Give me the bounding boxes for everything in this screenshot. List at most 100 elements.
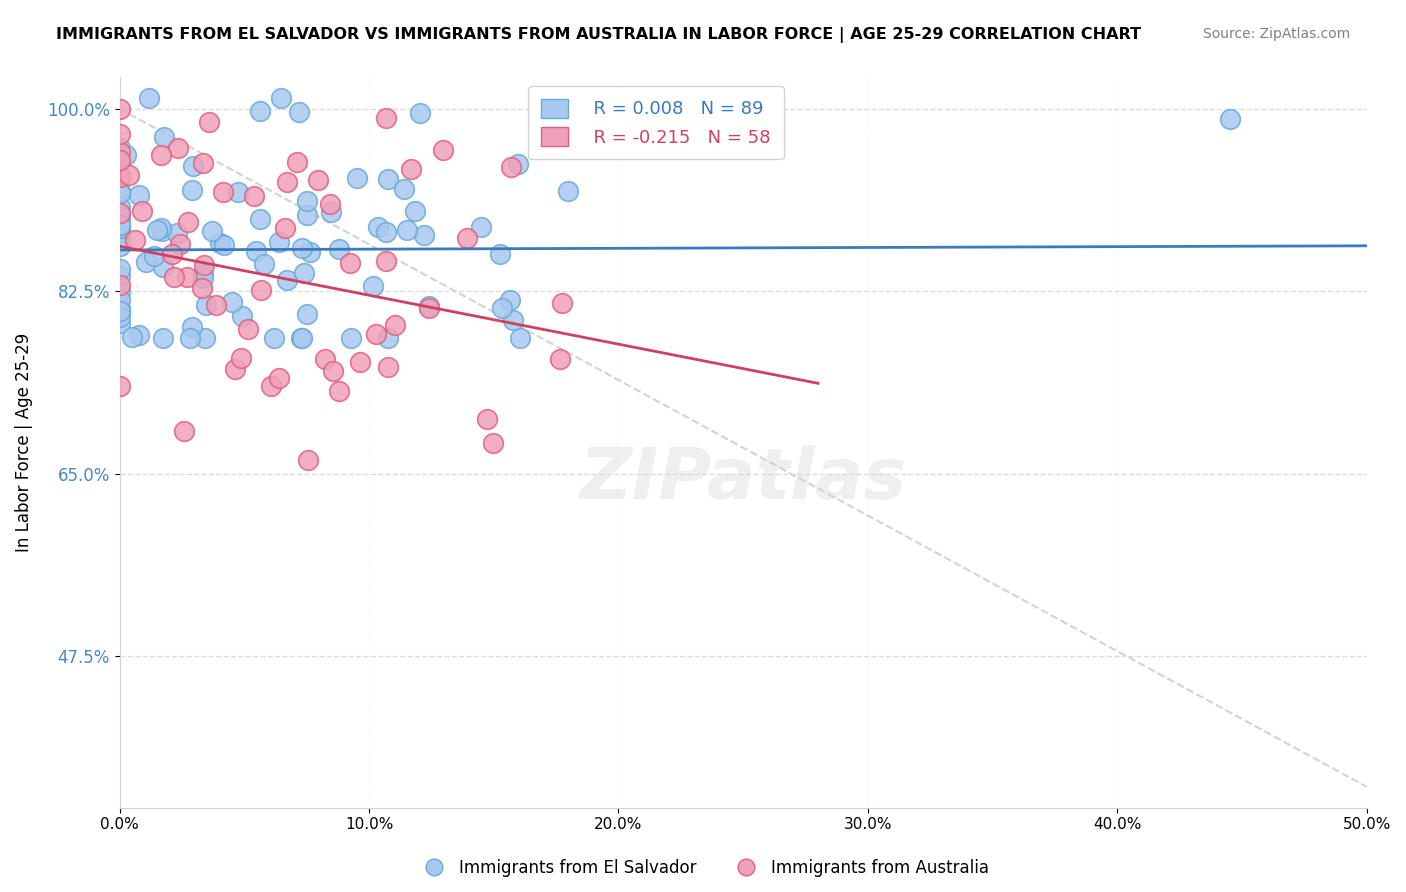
Point [160,247,183,261]
Point [349,355,371,369]
Point [509,331,531,345]
Point [142,248,165,262]
Point [190,281,212,295]
Point [346,171,368,186]
Point [340,331,363,345]
Point [557,184,579,198]
Point [374,111,396,125]
Point [377,360,399,375]
Point [314,351,336,366]
Point [328,242,350,256]
Point [108,213,131,227]
Point [128,328,150,343]
Point [149,148,172,162]
Point [149,221,172,235]
Point [285,154,308,169]
Point [108,239,131,253]
Point [124,233,146,247]
Point [377,331,399,345]
Point [456,231,478,245]
Point [209,235,232,250]
Point [212,185,235,199]
Point [291,242,314,256]
Point [108,102,131,116]
Point [108,378,131,392]
Point [108,278,131,293]
Point [108,127,131,141]
Point [297,194,319,209]
Point [375,254,398,268]
Point [290,331,312,345]
Point [408,105,430,120]
Point [108,145,131,159]
Point [194,298,217,312]
Point [201,224,224,238]
Point [138,91,160,105]
Point [502,313,524,327]
Point [253,256,276,270]
Point [267,371,290,385]
Point [339,256,361,270]
Point [361,279,384,293]
Point [249,212,271,227]
Point [292,266,315,280]
Point [108,201,131,215]
Point [551,296,574,310]
Point [152,331,174,345]
Point [173,424,195,438]
Point [108,261,131,276]
Point [250,283,273,297]
Point [108,268,131,283]
Point [212,237,235,252]
Point [108,218,131,232]
Point [395,223,418,237]
Point [166,226,188,240]
Point [263,331,285,345]
Point [506,157,529,171]
Point [297,208,319,222]
Point [177,215,200,229]
Point [145,222,167,236]
Point [482,435,505,450]
Point [118,169,141,183]
Point [322,364,344,378]
Text: ZIPatlas: ZIPatlas [579,444,907,514]
Point [501,160,523,174]
Point [399,162,422,177]
Point [229,351,252,365]
Point [274,221,297,235]
Point [242,188,264,202]
Point [108,230,131,244]
Point [108,221,131,235]
Point [364,327,387,342]
Point [377,171,399,186]
Point [226,185,249,199]
Point [491,301,513,316]
Point [260,378,283,392]
Point [432,143,454,157]
Point [108,304,131,318]
Point [181,183,204,197]
Point [152,260,174,274]
Point [108,168,131,182]
Point [295,307,318,321]
Point [108,141,131,155]
Point [245,244,267,259]
Point [108,293,131,307]
Point [418,299,440,313]
Point [319,204,342,219]
Point [180,320,202,334]
Point [108,184,131,198]
Point [249,103,271,118]
Point [176,270,198,285]
Point [238,322,260,336]
Point [375,225,398,239]
Point [276,175,298,189]
Point [108,186,131,200]
Point [108,209,131,223]
Point [470,220,492,235]
Point [163,269,186,284]
Text: IMMIGRANTS FROM EL SALVADOR VS IMMIGRANTS FROM AUSTRALIA IN LABOR FORCE | AGE 25: IMMIGRANTS FROM EL SALVADOR VS IMMIGRANT… [56,27,1142,43]
Point [328,384,350,398]
Point [150,224,173,238]
